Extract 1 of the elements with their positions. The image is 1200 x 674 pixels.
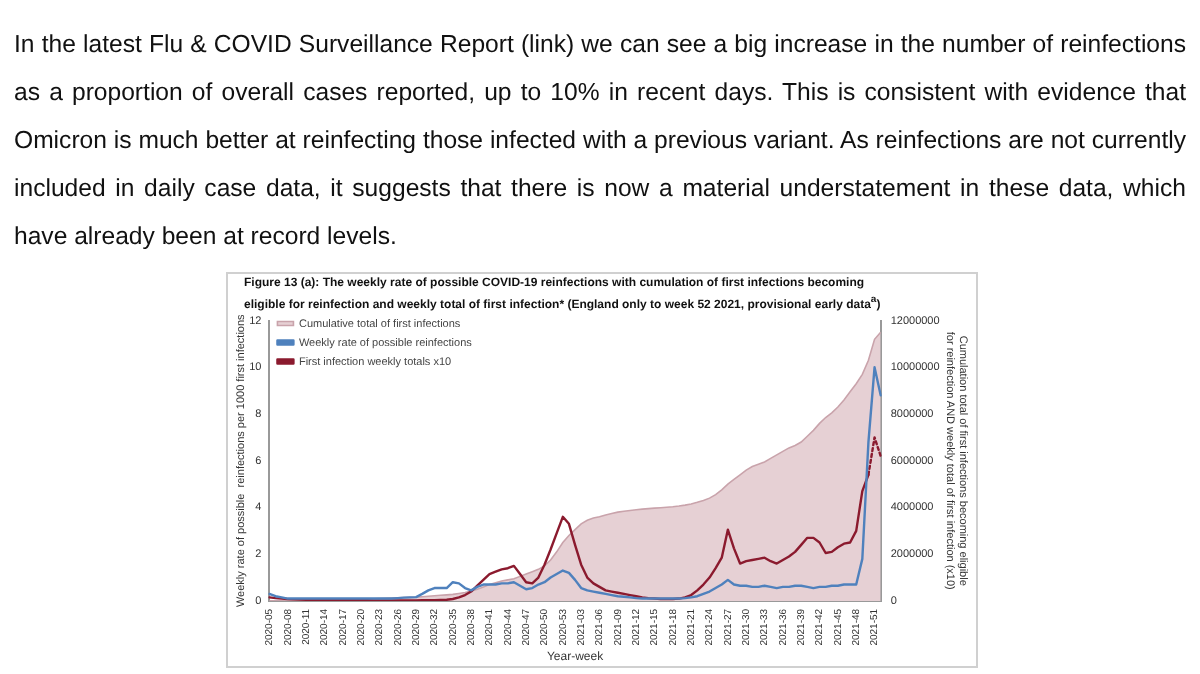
text: In the latest Flu & COVID Surveillance Report (link) we can see a big increase in the number of reinfections as a proportion of overall cases reported, up to 10% in recent days. This is consistent with evidence that Omicron is much better at reinfecting those infected with a previous variant. As reinfections are not currently included in daily case data, it suggests that there is now a material understatement in these data, which have already been at record levels. xyxy=(14,28,1186,254)
